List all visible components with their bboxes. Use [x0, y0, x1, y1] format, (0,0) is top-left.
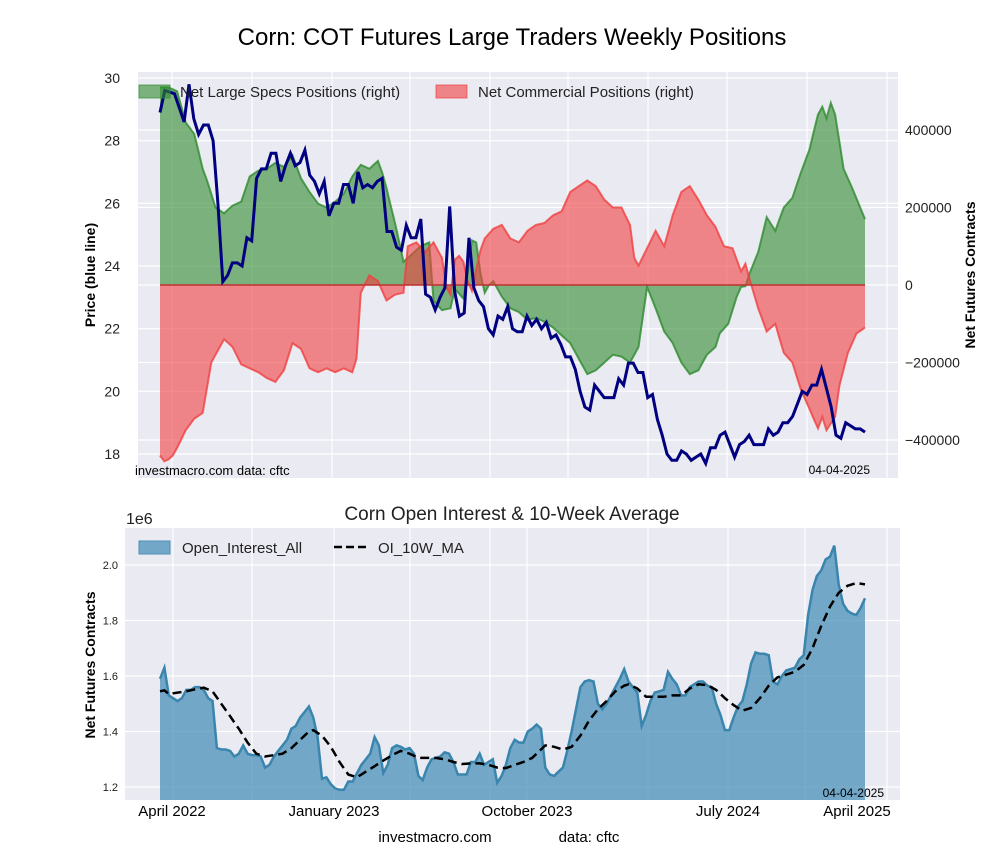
bottom-series	[158, 545, 867, 800]
top-chart-title: Corn: COT Futures Large Traders Weekly P…	[238, 24, 787, 51]
top-left-axis-label: Price (blue line)	[82, 223, 98, 327]
net-commercial-line	[159, 179, 866, 463]
top-source-note: investmacro.com data: cftc	[135, 463, 290, 478]
legend-label-ma: OI_10W_MA	[378, 540, 464, 557]
bottom-y-axis-ticks: 1.2 1.4 1.6 1.8 2.0	[103, 560, 118, 794]
net-commercial-area	[160, 180, 865, 462]
price-line	[158, 84, 866, 468]
top-right-tick-label: −400000	[905, 432, 960, 448]
top-left-tick-label: 26	[104, 195, 120, 211]
top-left-tick-label: 20	[104, 383, 120, 399]
bottom-legend: Open_Interest_All OI_10W_MA	[138, 540, 464, 557]
net-large-specs-area	[160, 87, 865, 375]
bottom-x-tick-label: April 2022	[138, 803, 206, 820]
top-legend: Net Large Specs Positions (right) Net Co…	[138, 84, 694, 101]
bottom-y-tick-label: 1.8	[103, 616, 118, 628]
legend-label-commercial: Net Commercial Positions (right)	[478, 84, 694, 101]
bottom-y-axis-label: Net Futures Contracts	[82, 591, 98, 738]
legend-label-open-interest: Open_Interest_All	[182, 540, 302, 557]
bottom-y-tick-label: 1.4	[103, 727, 118, 739]
top-left-axis-ticks: 18 20 22 24 26 28 30	[104, 70, 120, 462]
legend-swatch-commercial	[435, 84, 468, 99]
top-left-tick-label: 30	[104, 70, 120, 86]
bottom-chart-title: Corn Open Interest & 10-Week Average	[344, 504, 679, 525]
open-interest-area	[160, 545, 865, 800]
bottom-y-tick-label: 1.2	[103, 782, 118, 794]
legend-swatch-specs	[138, 84, 171, 99]
bottom-x-tick-label: October 2023	[482, 803, 573, 820]
top-right-tick-label: 0	[905, 277, 913, 293]
top-right-tick-label: 400000	[905, 122, 952, 138]
bottom-y-tick-label: 1.6	[103, 671, 118, 683]
top-right-axis-label: Net Futures Contracts	[962, 201, 978, 348]
top-left-tick-label: 18	[104, 446, 120, 462]
top-right-tick-label: −200000	[905, 355, 960, 371]
bottom-x-tick-label: January 2023	[289, 803, 380, 820]
top-right-tick-label: 200000	[905, 200, 952, 216]
bottom-x-tick-label: July 2024	[696, 803, 760, 820]
bottom-date-note: 04-04-2025	[823, 786, 885, 800]
open-interest-line	[158, 545, 867, 792]
bottom-x-tick-label: April 2025	[823, 803, 891, 820]
top-left-tick-label: 28	[104, 133, 120, 149]
bottom-y-tick-label: 2.0	[103, 560, 118, 572]
legend-label-specs: Net Large Specs Positions (right)	[180, 84, 400, 101]
footer-data: data: cftc	[559, 829, 620, 846]
top-left-tick-label: 22	[104, 321, 120, 337]
legend-swatch-open-interest	[138, 540, 171, 555]
top-left-tick-label: 24	[104, 258, 120, 274]
top-series	[158, 84, 866, 468]
oi-10w-ma-line	[159, 581, 866, 779]
bottom-scale-label: 1e6	[126, 511, 153, 528]
bottom-x-axis-ticks: April 2022 January 2023 October 2023 July 2…	[138, 803, 891, 820]
top-date-note: 04-04-2025	[809, 463, 871, 477]
footer-source: investmacro.com	[378, 829, 491, 846]
top-right-axis-ticks: 400000 200000 0 −200000 −400000	[905, 122, 960, 448]
